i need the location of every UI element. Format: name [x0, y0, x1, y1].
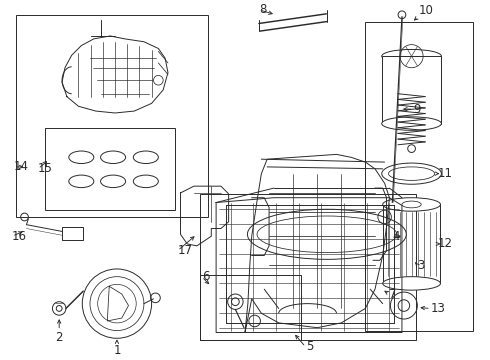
- Ellipse shape: [383, 277, 441, 290]
- Bar: [382, 56, 441, 123]
- Bar: [366, 22, 473, 330]
- Ellipse shape: [383, 198, 441, 211]
- Text: 6: 6: [202, 270, 209, 283]
- Bar: [45, 129, 175, 210]
- Ellipse shape: [382, 49, 441, 63]
- Text: 14: 14: [14, 161, 29, 174]
- Text: 8: 8: [259, 4, 267, 17]
- Bar: [62, 226, 83, 240]
- Circle shape: [398, 11, 406, 19]
- Text: 15: 15: [38, 162, 53, 175]
- Text: 9: 9: [414, 103, 421, 116]
- Text: 11: 11: [438, 167, 453, 180]
- Text: 7: 7: [390, 288, 397, 301]
- Bar: [200, 194, 416, 340]
- Text: 3: 3: [417, 258, 425, 271]
- Bar: [16, 15, 208, 217]
- Bar: [200, 275, 301, 340]
- Text: 4: 4: [392, 230, 400, 243]
- Text: 16: 16: [12, 230, 27, 243]
- Text: 1: 1: [113, 344, 121, 357]
- Circle shape: [408, 145, 416, 153]
- Text: 10: 10: [418, 4, 433, 17]
- Text: 17: 17: [177, 244, 193, 257]
- Text: 5: 5: [306, 341, 313, 354]
- Text: 2: 2: [55, 330, 63, 343]
- Bar: [383, 204, 441, 283]
- Ellipse shape: [382, 117, 441, 130]
- Text: 12: 12: [438, 238, 453, 251]
- Text: 13: 13: [431, 302, 446, 315]
